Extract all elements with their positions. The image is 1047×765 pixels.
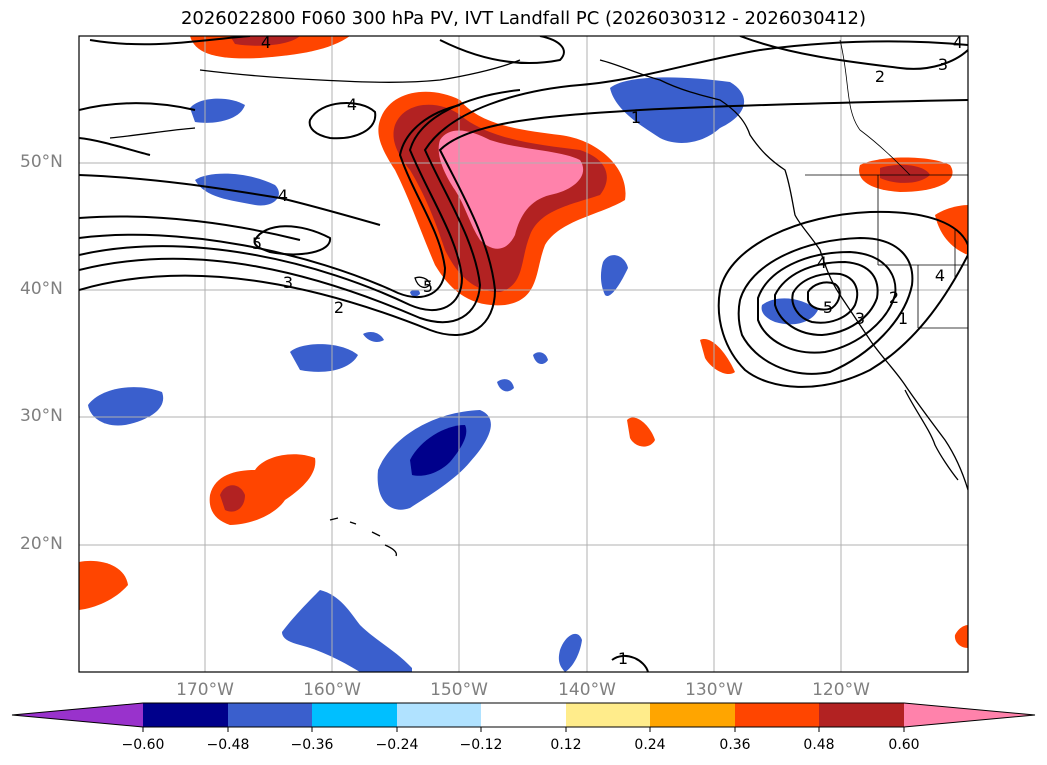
pv-negative-small-c xyxy=(533,352,548,365)
contour-label: 4 xyxy=(817,253,827,272)
contour-label: 4 xyxy=(935,266,945,285)
colorbar-seg xyxy=(650,703,735,727)
contour-label: 5 xyxy=(252,234,262,253)
colorbar-tick-label: 0.36 xyxy=(719,737,751,753)
colorbar-seg xyxy=(143,703,228,727)
colorbar-tick-label: −0.36 xyxy=(290,737,334,753)
pv-negative-aleutian xyxy=(190,98,245,123)
lon-label: 150°W xyxy=(430,680,488,700)
colorbar-seg xyxy=(397,703,481,727)
colorbar-seg xyxy=(312,703,397,727)
pv-positive-top xyxy=(190,36,350,59)
contour-labels: 4 4 4 5 3 2 5 1 2 3 4 4 5 3 2 1 1 4 xyxy=(252,33,963,668)
pv-shading xyxy=(79,36,968,672)
colorbar-seg xyxy=(566,703,650,727)
pv-positive-baja xyxy=(700,339,735,375)
contour-label: 4 xyxy=(261,33,271,52)
contour-label: 1 xyxy=(618,649,628,668)
pv-positive-hawaii-nw-core xyxy=(220,485,245,512)
colorbar-extend-high xyxy=(904,703,1035,727)
map-title: 2026022800 F060 300 hPa PV, IVT Landfall… xyxy=(180,8,867,29)
ivt-contours xyxy=(79,36,968,672)
coastlines xyxy=(109,59,968,557)
pv-positive-idaho xyxy=(935,205,968,255)
political-borders xyxy=(805,39,968,329)
pv-negative-central-core xyxy=(410,425,467,476)
contour-label: 3 xyxy=(283,273,293,292)
pv-negative-west xyxy=(88,387,164,426)
pv-negative-small-e xyxy=(410,289,420,297)
pv-negative-small-b xyxy=(600,255,628,296)
pv-positive-se xyxy=(954,625,968,648)
contour-label: 4 xyxy=(278,186,288,205)
colorbar-tick-label: 0.24 xyxy=(634,737,666,753)
contour-label: 1 xyxy=(631,108,641,127)
contour-label: 4 xyxy=(953,33,963,52)
lon-label: 140°W xyxy=(558,680,616,700)
colorbar xyxy=(11,702,1036,732)
contour-label: 2 xyxy=(889,288,899,307)
colorbar-seg xyxy=(735,703,819,727)
colorbar-tick-label: 0.60 xyxy=(888,737,920,753)
colorbar-tick-label: −0.12 xyxy=(459,737,503,753)
colorbar-tick-label: −0.24 xyxy=(375,737,419,753)
contour-label: 3 xyxy=(855,309,865,328)
contour-label: 5 xyxy=(823,298,833,317)
colorbar-tick-label: −0.48 xyxy=(206,737,250,753)
pv-negative-gulf-alaska xyxy=(610,77,745,143)
lon-label: 170°W xyxy=(176,680,234,700)
colorbar-extend-low xyxy=(12,703,143,727)
lat-label: 50°N xyxy=(20,152,63,172)
pv-negative-small-a xyxy=(363,332,384,342)
pv-positive-west xyxy=(79,560,128,610)
pv-positive-oregon-core xyxy=(880,164,930,183)
colorbar-tick-label: −0.60 xyxy=(121,737,165,753)
pv-negative-small-d xyxy=(497,379,514,392)
colorbar-seg xyxy=(819,703,904,727)
contour-label: 3 xyxy=(938,55,948,74)
lat-label: 30°N xyxy=(20,406,63,426)
lat-label: 40°N xyxy=(20,279,63,299)
contour-label: 1 xyxy=(898,309,908,328)
lon-label: 120°W xyxy=(812,680,870,700)
colorbar-seg xyxy=(481,703,566,727)
lon-label: 160°W xyxy=(303,680,361,700)
colorbar-seg xyxy=(228,703,312,727)
map-frame xyxy=(78,35,969,673)
pv-positive-small xyxy=(627,417,655,447)
contour-label: 5 xyxy=(423,277,433,296)
colorbar-tick-label: 0.48 xyxy=(803,737,835,753)
lat-label: 20°N xyxy=(20,534,63,554)
contour-label: 4 xyxy=(347,95,357,114)
contour-1-california xyxy=(717,210,968,388)
pv-negative-south xyxy=(282,590,412,672)
lon-label: 130°W xyxy=(685,680,743,700)
colorbar-tick-label: 0.12 xyxy=(550,737,582,753)
pv-negative-nw xyxy=(195,173,279,206)
contour-label: 2 xyxy=(875,67,885,86)
pv-negative-south-small xyxy=(558,633,582,672)
contour-label: 2 xyxy=(334,298,344,317)
pv-negative-mid xyxy=(290,344,358,372)
pv-positive-top-core xyxy=(230,36,300,46)
graticule xyxy=(79,36,968,672)
